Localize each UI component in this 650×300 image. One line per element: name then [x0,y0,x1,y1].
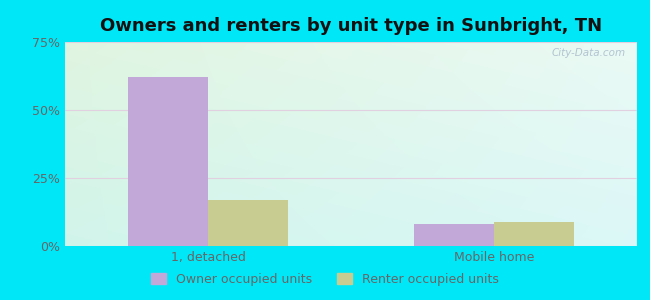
Title: Owners and renters by unit type in Sunbright, TN: Owners and renters by unit type in Sunbr… [100,17,602,35]
Bar [494,221,574,246]
Legend: Owner occupied units, Renter occupied units: Owner occupied units, Renter occupied un… [146,268,504,291]
Bar [128,77,208,246]
Bar [414,224,494,246]
Text: City-Data.com: City-Data.com [551,48,625,58]
Bar [208,200,288,246]
